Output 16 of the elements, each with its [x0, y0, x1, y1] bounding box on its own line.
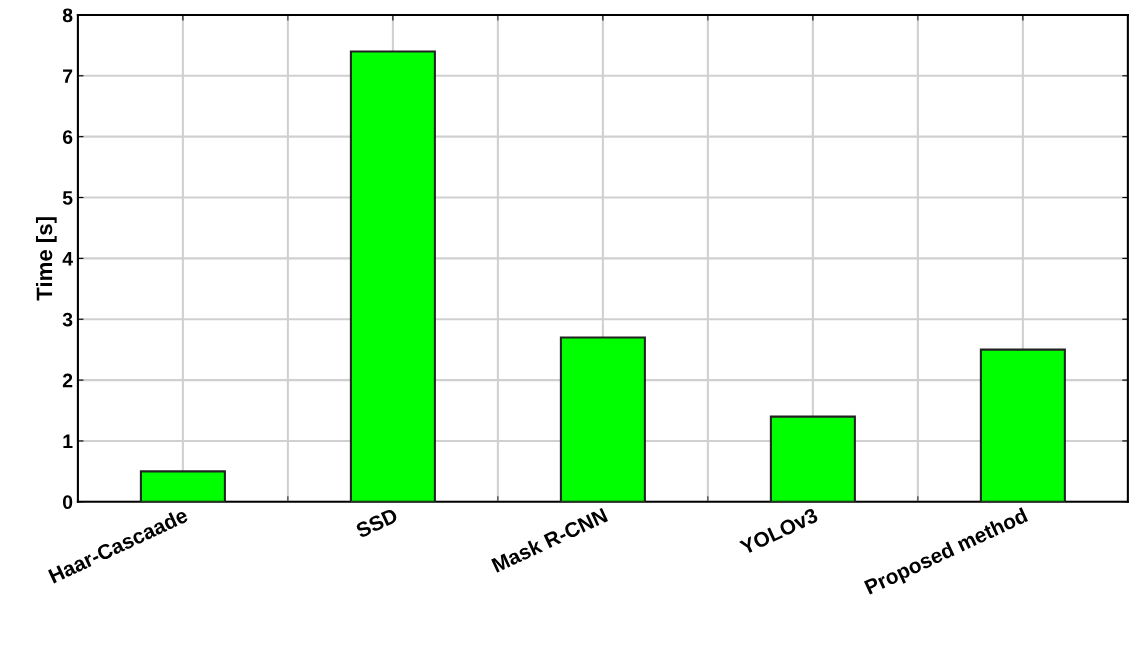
bar	[349, 50, 436, 502]
y-tick-label: 2	[62, 373, 73, 388]
y-tick-label: 7	[63, 69, 73, 83]
y-axis-title: Time [s]	[35, 217, 57, 301]
y-tick-label: 6	[62, 130, 73, 144]
x-tick-label: SSD	[354, 507, 399, 539]
bar	[769, 415, 856, 502]
y-tick-label: 0	[63, 495, 73, 510]
y-tick-label: 4	[62, 252, 73, 266]
bar	[559, 336, 646, 502]
y-tick-label: 1	[63, 434, 73, 448]
y-tick-label: 3	[62, 312, 73, 327]
y-tick-label: 8	[62, 8, 73, 23]
bar	[979, 348, 1066, 502]
bar	[139, 470, 226, 502]
y-tick-label: 5	[62, 191, 73, 205]
